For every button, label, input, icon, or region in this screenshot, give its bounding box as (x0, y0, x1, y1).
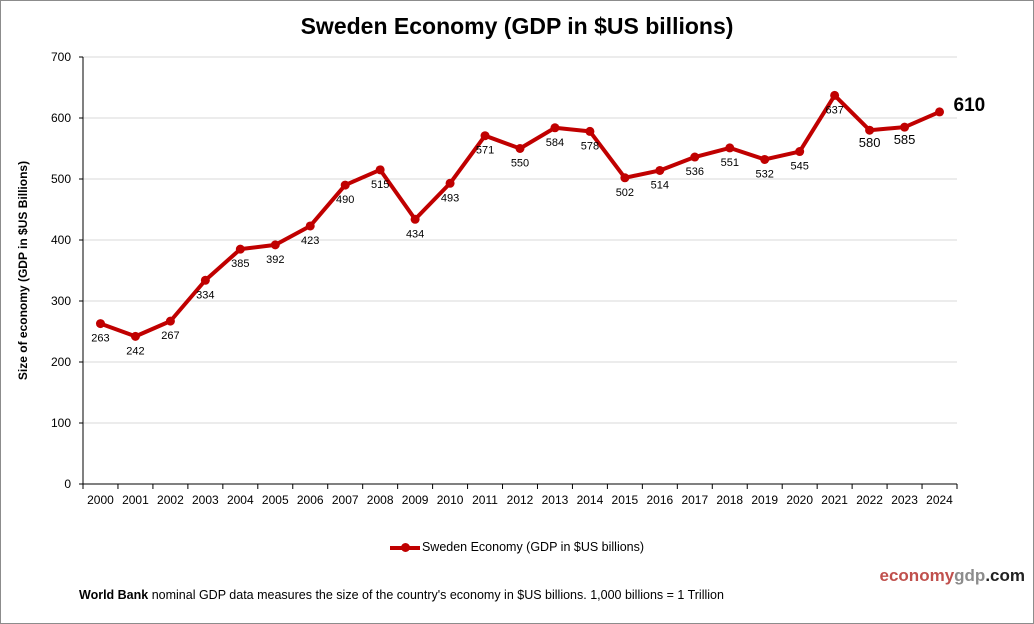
x-tick-label: 2016 (646, 493, 673, 507)
x-tick-label: 2020 (786, 493, 813, 507)
data-label: 545 (791, 161, 809, 173)
data-point (270, 240, 280, 250)
x-tick-label: 2011 (472, 493, 498, 507)
logo-part: economy (879, 566, 955, 585)
series-line (99, 93, 941, 339)
x-tick-label: 2000 (87, 493, 114, 507)
data-label: 578 (581, 140, 599, 152)
x-tick-label: 2002 (157, 493, 184, 507)
x-tick-label: 2001 (122, 493, 149, 507)
data-label: 536 (686, 166, 704, 178)
data-point (410, 214, 420, 224)
logo-part: .com (985, 566, 1025, 585)
x-tick-label: 2022 (856, 493, 883, 507)
logo-part: gdp (954, 566, 986, 585)
y-tick-label: 400 (51, 233, 71, 247)
data-point (235, 244, 245, 254)
data-label: 267 (161, 330, 179, 342)
data-label: 423 (301, 235, 319, 247)
data-point (480, 131, 490, 141)
data-label: 490 (336, 194, 354, 206)
data-point (200, 275, 210, 285)
data-label: 514 (651, 179, 669, 191)
x-tick-label: 2017 (681, 493, 708, 507)
y-tick-label: 0 (64, 477, 71, 491)
data-label: 550 (511, 158, 529, 170)
data-label: 571 (476, 145, 494, 157)
y-tick-label: 500 (51, 172, 71, 186)
x-tick-label: 2003 (192, 493, 219, 507)
data-label: 263 (91, 333, 109, 345)
data-label: 502 (616, 187, 634, 199)
data-point (375, 165, 385, 175)
data-point (515, 144, 525, 153)
x-tick-label: 2015 (612, 493, 639, 507)
legend-label: Sweden Economy (GDP in $US billions) (421, 540, 645, 554)
data-point (550, 123, 560, 133)
data-label: 515 (371, 179, 389, 191)
y-tick-label: 700 (51, 50, 71, 64)
data-point (795, 147, 805, 157)
data-label: 392 (266, 254, 284, 266)
x-tick-label: 2004 (227, 493, 254, 507)
legend-swatch (389, 542, 420, 552)
data-label: 610 (954, 95, 986, 116)
data-label: 584 (546, 137, 564, 149)
x-tick-label: 2008 (367, 493, 394, 507)
x-tick-label: 2007 (332, 493, 359, 507)
data-point (585, 126, 595, 136)
legend: Sweden Economy (GDP in $US billions) (1, 540, 1033, 554)
logo: economygdp.com (880, 566, 1025, 586)
x-tick-label: 2024 (926, 493, 953, 507)
note-text: nominal GDP data measures the size of th… (148, 588, 724, 602)
y-tick-label: 300 (51, 294, 71, 308)
data-label: 551 (721, 157, 739, 169)
data-point (865, 125, 875, 135)
x-tick-label: 2012 (507, 493, 534, 507)
x-tick-label: 2014 (577, 493, 604, 507)
y-axis-title: Size of economy (GDP in $US Billions) (16, 161, 30, 380)
data-point (900, 122, 910, 132)
data-label: 585 (894, 132, 916, 147)
y-tick-label: 200 (51, 355, 71, 369)
data-label: 532 (756, 168, 774, 180)
data-label: 637 (825, 104, 843, 116)
data-point (305, 221, 315, 231)
x-tick-label: 2019 (751, 493, 778, 507)
data-point (935, 107, 945, 117)
note-source: World Bank (79, 588, 149, 602)
data-label: 334 (196, 289, 214, 301)
chart-title: Sweden Economy (GDP in $US billions) (300, 13, 734, 39)
data-point (760, 154, 770, 164)
x-tick-label: 2010 (437, 493, 464, 507)
y-tick-label: 600 (51, 111, 71, 125)
data-point (725, 143, 735, 153)
data-point (130, 331, 140, 341)
data-point (95, 319, 105, 329)
x-tick-label: 2013 (542, 493, 569, 507)
x-tick-label: 2021 (821, 493, 848, 507)
data-point (830, 90, 840, 100)
x-tick-label: 2023 (891, 493, 918, 507)
x-tick-label: 2018 (716, 493, 743, 507)
data-label: 385 (231, 258, 249, 270)
data-point (340, 180, 350, 190)
data-label: 580 (859, 135, 881, 150)
data-point (690, 152, 700, 162)
data-point (655, 165, 665, 175)
footer-note: World Bank nominal GDP data measures the… (79, 588, 724, 602)
data-label: 242 (126, 345, 144, 357)
x-tick-label: 2006 (297, 493, 324, 507)
x-tick-label: 2005 (262, 493, 289, 507)
data-label: 493 (441, 192, 459, 204)
data-label: 434 (406, 228, 424, 240)
data-point (165, 316, 175, 326)
data-point (445, 178, 455, 188)
y-tick-label: 100 (51, 416, 71, 430)
x-tick-label: 2009 (402, 493, 429, 507)
data-point (620, 173, 630, 183)
